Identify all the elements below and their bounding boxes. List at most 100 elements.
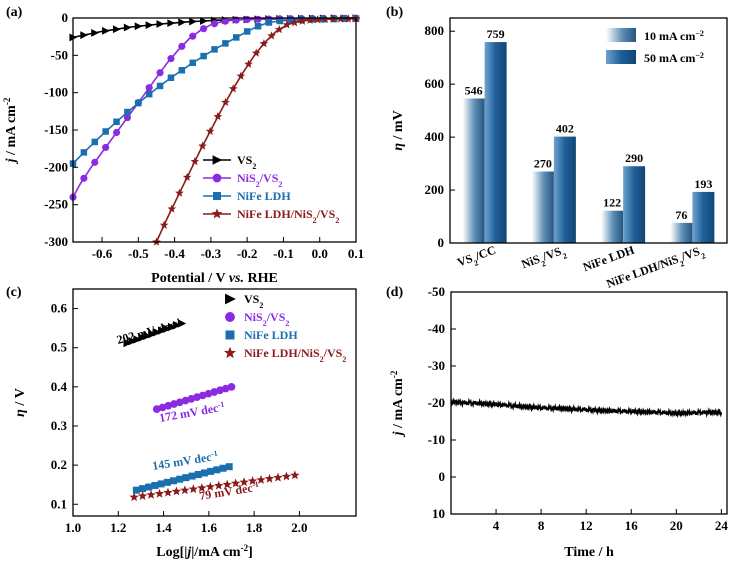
data-point-a-0 [80, 31, 89, 40]
legend-marker-a [211, 208, 223, 219]
data-point-c-0 [128, 337, 137, 346]
data-point-c-0 [148, 329, 157, 339]
x-tick-label-a: 0.0 [312, 246, 328, 261]
y-tick-label-a: -250 [44, 197, 68, 212]
x-tick-label-c: 1.4 [155, 520, 172, 535]
data-point-a-1 [221, 17, 229, 25]
data-point-a-1 [200, 25, 208, 33]
x-axis-label-c: Log[|j|/mA cm-2] [156, 543, 253, 560]
y-axis-label-a: j / mA cm-2 [2, 97, 19, 164]
data-point-a-0 [178, 18, 187, 27]
data-point-a-3 [213, 112, 223, 121]
data-point-a-3 [305, 15, 315, 24]
bar-50 [553, 136, 576, 243]
legend-label-a: VS2 [237, 153, 256, 171]
y-tick-label-a: -200 [44, 159, 68, 174]
data-point-a-1 [254, 15, 262, 23]
data-point-c-3 [146, 490, 156, 499]
legend-label-b: 50 mA cm−2 [644, 51, 704, 66]
data-point-a-1 [210, 20, 219, 28]
x-tick-label-c: 1.8 [246, 520, 263, 535]
data-point-a-3 [244, 59, 253, 68]
y-tick-label-a: -300 [44, 234, 68, 249]
data-point-a-2 [211, 46, 218, 53]
bar-50 [692, 191, 715, 243]
data-point-c-0 [153, 328, 162, 337]
data-point-a-2 [265, 19, 273, 26]
y-tick-label-a: -150 [44, 122, 68, 137]
data-point-c-3 [256, 475, 266, 484]
data-point-a-1 [91, 158, 99, 166]
legend-marker-c [224, 346, 236, 359]
data-point-a-2 [222, 40, 229, 47]
data-point-c-0 [163, 324, 172, 333]
data-point-a-0 [91, 29, 99, 37]
data-point-c-2 [151, 481, 159, 489]
stability-trace [450, 397, 723, 419]
data-point-c-2 [163, 478, 171, 486]
data-point-c-2 [219, 464, 227, 472]
data-point-c-0 [143, 331, 152, 341]
data-point-a-0 [156, 20, 165, 28]
series-line-a-1 [72, 17, 357, 198]
y-tick-label-d: -10 [428, 432, 445, 447]
category-label-b: NiS2/VS2 [519, 243, 568, 275]
legend-marker-c [225, 293, 236, 305]
data-point-c-2 [170, 477, 178, 485]
bar-10 [531, 171, 554, 243]
data-point-c-2 [145, 483, 153, 491]
y-tick-label-c: 0.3 [51, 418, 68, 433]
bar-50 [484, 42, 507, 244]
bar-value-label: 270 [534, 157, 552, 171]
data-point-c-3 [264, 473, 275, 483]
x-tick-label-c: 1.6 [201, 520, 218, 535]
data-point-a-1 [189, 32, 197, 40]
data-point-a-0 [189, 17, 197, 26]
x-axis-label-a: Potential / V vs. RHE [151, 271, 278, 286]
bar-10 [601, 210, 624, 243]
data-point-c-2 [194, 471, 202, 479]
y-tick-label-a: -100 [44, 85, 68, 100]
x-tick-label-d: 24 [715, 518, 729, 533]
legend-marker-c [225, 312, 235, 322]
bar-value-label: 290 [625, 151, 643, 165]
axes-frame-c [72, 288, 357, 517]
data-point-a-1 [80, 174, 88, 182]
bar-value-label: 759 [487, 27, 505, 41]
bar-value-label: 402 [556, 122, 574, 136]
data-point-a-1 [243, 15, 251, 24]
panel-label-b: (b) [386, 5, 403, 20]
data-point-a-0 [134, 22, 143, 31]
data-point-c-2 [157, 480, 165, 488]
y-tick-label-d: -30 [428, 358, 445, 373]
data-point-c-3 [137, 491, 148, 501]
legend-label-c: VS2 [244, 292, 263, 310]
data-point-c-0 [133, 335, 142, 344]
x-tick-label-d: 16 [625, 518, 639, 533]
bar-value-label: 193 [694, 177, 712, 191]
legend-label-a: NiFe LDH/NiS2/VS2 [237, 207, 339, 225]
data-point-c-3 [197, 483, 207, 492]
data-point-c-3 [214, 480, 224, 490]
data-point-a-0 [102, 26, 110, 35]
x-axis-label-d: Time / h [564, 545, 614, 560]
y-tick-label-b: 600 [425, 76, 445, 91]
data-point-c-0 [172, 321, 182, 330]
data-point-c-2 [182, 474, 190, 482]
data-point-a-2 [254, 22, 262, 30]
data-point-c-3 [222, 479, 232, 489]
data-point-a-0 [167, 19, 176, 28]
legend-swatch-b [606, 28, 636, 42]
tafel-slope-label: 79 mV dec-1 [198, 479, 260, 503]
y-axis-label-d: j / mA cm-2 [389, 370, 406, 437]
legend-marker-a [213, 192, 221, 200]
panel-label-d: (d) [386, 285, 403, 300]
data-point-a-3 [290, 18, 299, 27]
data-point-a-3 [159, 220, 169, 229]
data-point-c-3 [281, 471, 292, 481]
data-point-c-3 [247, 476, 258, 486]
bar-value-label: 122 [603, 196, 621, 210]
data-point-a-2 [91, 138, 99, 146]
y-tick-label-d: -50 [428, 284, 445, 299]
